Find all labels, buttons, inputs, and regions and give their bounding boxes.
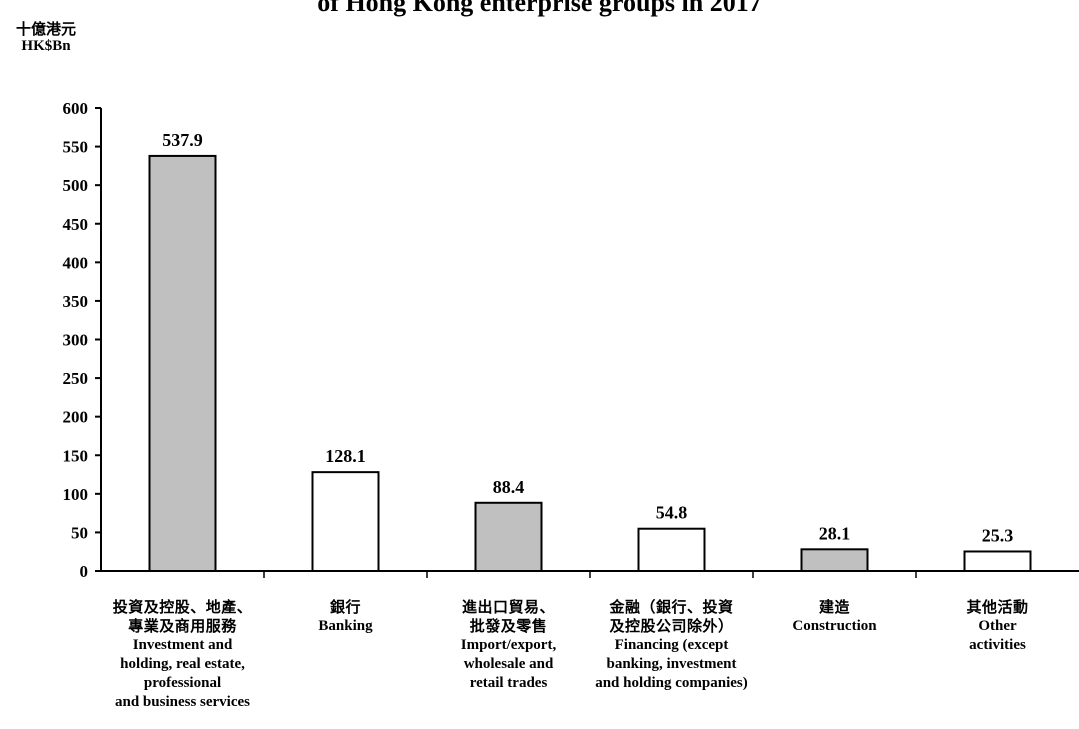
- data-label: 25.3: [982, 525, 1014, 545]
- y-tick-label: 600: [63, 99, 89, 118]
- category-label-en: banking, investment: [606, 656, 737, 672]
- bar: [148, 154, 217, 572]
- y-tick-label: 0: [80, 562, 89, 581]
- category-label: 其他活動 Other activities: [913, 598, 1079, 655]
- category-label-zh: 進出口貿易、: [461, 598, 555, 616]
- data-label: 54.8: [656, 503, 688, 523]
- category-label-en: and business services: [114, 694, 251, 710]
- y-tick-label: 500: [63, 176, 89, 195]
- category-label-en: Banking: [318, 618, 373, 634]
- category-label-en: Import/export,: [460, 637, 557, 653]
- category-label: 投資及控股、地產、 專業及商用服務 Investment and holding, r…: [98, 598, 268, 712]
- category-label-en: professional: [143, 675, 222, 691]
- category-label-zh: 及控股公司除外）: [609, 617, 734, 635]
- bar: [637, 527, 706, 572]
- category-label-en: wholesale and: [463, 656, 554, 672]
- category-label-en: activities: [969, 637, 1026, 653]
- y-tick-label: 200: [63, 408, 89, 427]
- bar: [311, 471, 380, 573]
- category-label-zh: 投資及控股、地產、: [112, 598, 253, 616]
- y-tick-label: 50: [71, 523, 88, 542]
- category-label-en: Financing (except: [614, 637, 729, 653]
- category-label: 進出口貿易、 批發及零售 Import/export, wholesale and re…: [424, 598, 594, 693]
- y-tick-label: 450: [63, 215, 89, 234]
- category-label-zh: 專業及商用服務: [128, 617, 237, 635]
- data-label: 537.9: [162, 130, 203, 150]
- category-label-en: retail trades: [469, 675, 548, 691]
- category-label-zh: 建造: [818, 598, 850, 616]
- y-unit-label-en: HK$Bn: [21, 38, 71, 54]
- category-label: 銀行 Banking: [261, 598, 431, 636]
- category-label-zh: 批發及零售: [469, 617, 548, 635]
- y-tick-label: 250: [63, 369, 89, 388]
- y-tick-label: 550: [63, 138, 89, 157]
- bar: [800, 548, 869, 572]
- category-label-zh: 其他活動: [966, 598, 1029, 616]
- y-tick-label: 150: [63, 446, 89, 465]
- category-label-en: Investment and: [132, 637, 233, 653]
- chart-title: of Hong Kong enterprise groups in 2017: [317, 0, 762, 17]
- category-label-en: Construction: [792, 618, 877, 634]
- category-label-zh: 銀行: [329, 598, 361, 616]
- y-unit-label-zh: 十億港元: [15, 20, 76, 38]
- category-label-en: Other: [978, 618, 1017, 634]
- data-label: 128.1: [325, 446, 366, 466]
- category-label: 建造 Construction: [750, 598, 920, 636]
- data-label: 28.1: [819, 523, 851, 543]
- category-label-en: and holding companies): [595, 675, 748, 691]
- y-tick-label: 350: [63, 292, 89, 311]
- category-label-zh: 金融（銀行、投資: [609, 598, 734, 616]
- y-tick-label: 100: [63, 485, 89, 504]
- category-label-en: holding, real estate,: [120, 656, 245, 672]
- bar: [474, 501, 543, 572]
- data-label: 88.4: [493, 477, 525, 497]
- category-label: 金融（銀行、投資 及控股公司除外） Financing (except banking…: [587, 598, 757, 693]
- bar: [963, 550, 1032, 572]
- y-tick-label: 400: [63, 253, 89, 272]
- y-tick-label: 300: [63, 331, 89, 350]
